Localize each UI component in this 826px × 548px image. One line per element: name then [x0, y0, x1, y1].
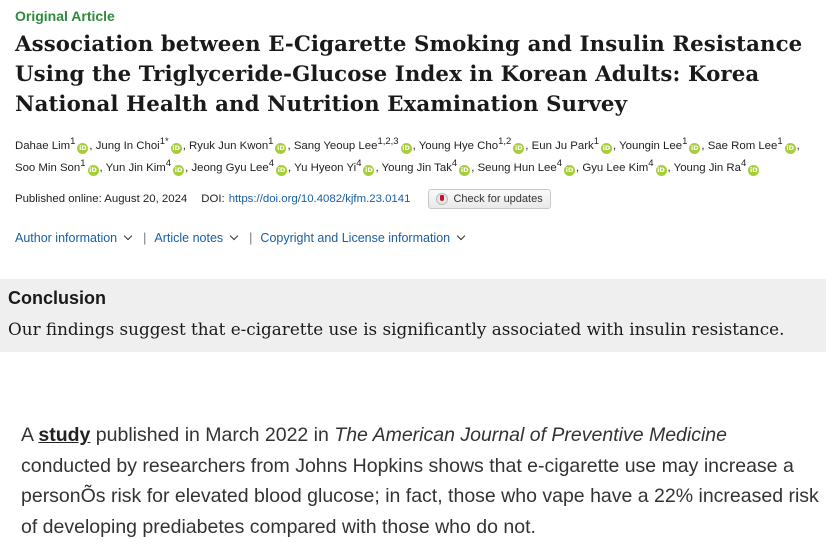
check-updates-icon [436, 192, 449, 205]
author-affiliation: 4 [740, 157, 747, 169]
article-title: Association between E-Cigarette Smoking … [15, 32, 803, 117]
orcid-icon[interactable]: iD [564, 164, 576, 176]
orcid-icon[interactable]: iD [77, 142, 89, 154]
author-affiliation: 1 [682, 136, 688, 147]
author-name[interactable]: Yu Hyeon Yi [294, 161, 357, 174]
orcid-icon[interactable]: iD [363, 164, 375, 176]
chevron-down-icon[interactable] [229, 231, 239, 241]
orcid-icon[interactable]: iD [276, 164, 287, 176]
article-notes-link[interactable]: Article notes [154, 230, 224, 245]
conclusion-heading: Conclusion [8, 288, 106, 308]
chevron-down-icon[interactable] [123, 231, 133, 241]
author-name[interactable]: Seung Hun Lee [477, 161, 557, 174]
orcid-icon[interactable]: iD [784, 142, 796, 154]
check-for-updates-label: Check for updates [453, 192, 543, 205]
author-name[interactable]: Soo Min Son [15, 161, 81, 174]
copyright-license-link[interactable]: Copyright and License information [260, 230, 451, 245]
author-name[interactable]: Gyu Lee Kim [582, 161, 649, 174]
author-affiliation: 4 [356, 157, 362, 169]
author-name[interactable]: Yun Jin Kim [105, 161, 166, 174]
chevron-down-icon[interactable] [456, 231, 466, 241]
body-paragraph: A study published in March 2022 in The A… [21, 420, 821, 542]
orcid-icon[interactable]: iD [275, 142, 287, 154]
author-name[interactable]: Eun Ju Park [531, 139, 594, 152]
separator: | [143, 230, 147, 245]
orcid-icon[interactable]: iD [170, 142, 182, 154]
doi-link[interactable]: https://doi.org/10.4082/kjfm.23.0141 [228, 192, 411, 205]
author-affiliation: 4 [451, 157, 458, 169]
author-name[interactable]: Youngin Lee [619, 139, 683, 152]
journal-name: The American Journal of Preventive Medic… [334, 424, 727, 446]
study-link[interactable]: study [38, 424, 91, 446]
published-date: Published online: August 20, 2024 [15, 192, 188, 205]
author-information-link[interactable]: Author information [15, 230, 118, 245]
author-affiliation: 4 [268, 157, 274, 169]
author-name[interactable]: Young Jin Ra [673, 161, 741, 174]
article-meta: Published online: August 20, 2024 DOI: h… [15, 188, 815, 209]
author-affiliation: 1 [70, 136, 76, 147]
article-info-links: Author information | Article notes | Cop… [15, 231, 815, 245]
orcid-icon[interactable]: iD [459, 164, 471, 176]
orcid-icon[interactable]: iD [400, 142, 412, 154]
separator: | [249, 230, 253, 245]
body-mid: published in March 2022 in [90, 424, 335, 446]
author-affiliation: 1* [159, 136, 169, 147]
orcid-icon[interactable]: iD [513, 142, 525, 154]
orcid-icon[interactable]: iD [87, 164, 99, 176]
article-type: Original Article [15, 8, 115, 24]
orcid-icon[interactable]: iD [601, 142, 612, 154]
author-affiliation: 1 [268, 136, 274, 147]
body-rest: conducted by researchers from Johns Hopk… [21, 454, 819, 538]
author-name[interactable]: Jung In Choi [95, 139, 160, 152]
article-header: Original Article Association between E-C… [15, 8, 815, 245]
author-affiliation: 1 [80, 157, 86, 169]
orcid-icon[interactable]: iD [748, 164, 760, 176]
author-list: Dahae Lim1iD, Jung In Choi1*iD, Ryuk Jun… [15, 136, 800, 176]
author-affiliation: 4 [556, 157, 563, 169]
author-name[interactable]: Dahae Lim [15, 139, 71, 152]
orcid-icon[interactable]: iD [173, 164, 185, 176]
author-name[interactable]: Sae Rom Lee [707, 139, 778, 152]
orcid-icon[interactable]: iD [689, 142, 701, 154]
author-name[interactable]: Young Hye Cho [418, 139, 499, 152]
author-name[interactable]: Jeong Gyu Lee [191, 161, 269, 174]
author-name[interactable]: Ryuk Jun Kwon [189, 139, 269, 152]
check-for-updates-button[interactable]: Check for updates [428, 188, 551, 209]
author-affiliation: 1,2,3 [377, 136, 399, 147]
author-affiliation: 1,2 [498, 136, 512, 147]
author-affiliation: 1 [777, 136, 783, 147]
author-affiliation: 4 [648, 157, 654, 169]
author-name[interactable]: Young Jin Tak [381, 161, 452, 174]
author-affiliation: 1 [593, 136, 599, 147]
author-affiliation: 4 [165, 157, 172, 169]
body-lead: A [21, 424, 39, 446]
conclusion-text: Our findings suggest that e-cigarette us… [8, 319, 785, 339]
doi-label: DOI: [201, 192, 225, 205]
orcid-icon[interactable]: iD [655, 164, 667, 176]
conclusion-section: Conclusion Our findings suggest that e-c… [0, 279, 826, 352]
author-name[interactable]: Sang Yeoup Lee [293, 139, 378, 152]
